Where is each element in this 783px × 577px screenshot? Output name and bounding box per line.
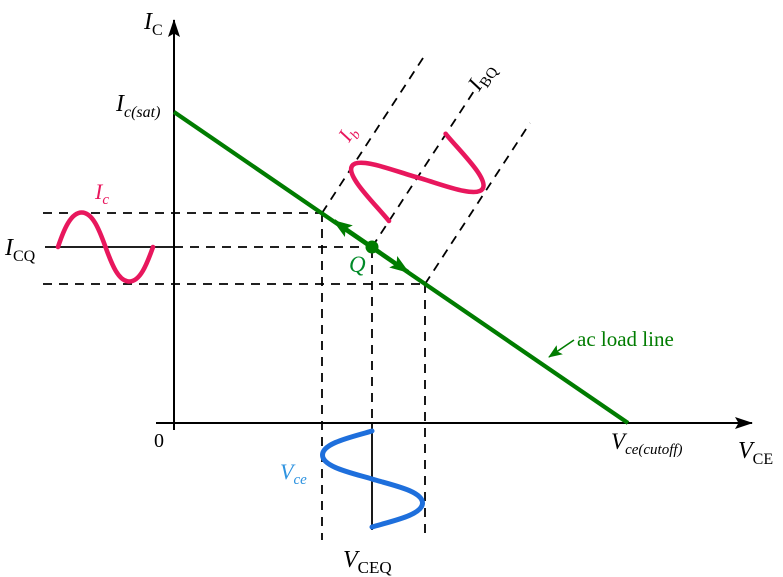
- vce-wave: [319, 428, 426, 530]
- vce-cutoff-label: Vce(cutoff): [611, 429, 683, 458]
- load-line-caption: ac load line: [577, 327, 674, 351]
- ic-sat-label: Ic(sat): [115, 91, 160, 121]
- ic-wave-label: Ic: [94, 179, 109, 208]
- ic-wave: [55, 210, 156, 284]
- origin-label: 0: [154, 430, 164, 452]
- load-line-swing-arrow-up: [332, 219, 374, 249]
- vceq-label: VCEQ: [343, 547, 392, 577]
- icq-label: ICQ: [4, 235, 36, 265]
- x-axis-label: VCE: [738, 438, 773, 468]
- ib-min-line: [424, 122, 531, 285]
- q-point-dot: [365, 240, 379, 254]
- y-axis-label: IC: [143, 9, 163, 39]
- load-line-swing-arrow-down: [370, 245, 410, 274]
- load-line-caption-arrow: [548, 339, 575, 358]
- ib-wave: [348, 131, 486, 224]
- ib-wave-label: Ib: [333, 121, 365, 149]
- q-point-label: Q: [349, 252, 366, 277]
- vce-wave-label: Vce: [280, 459, 307, 488]
- ibq-label: IBQ: [462, 57, 502, 97]
